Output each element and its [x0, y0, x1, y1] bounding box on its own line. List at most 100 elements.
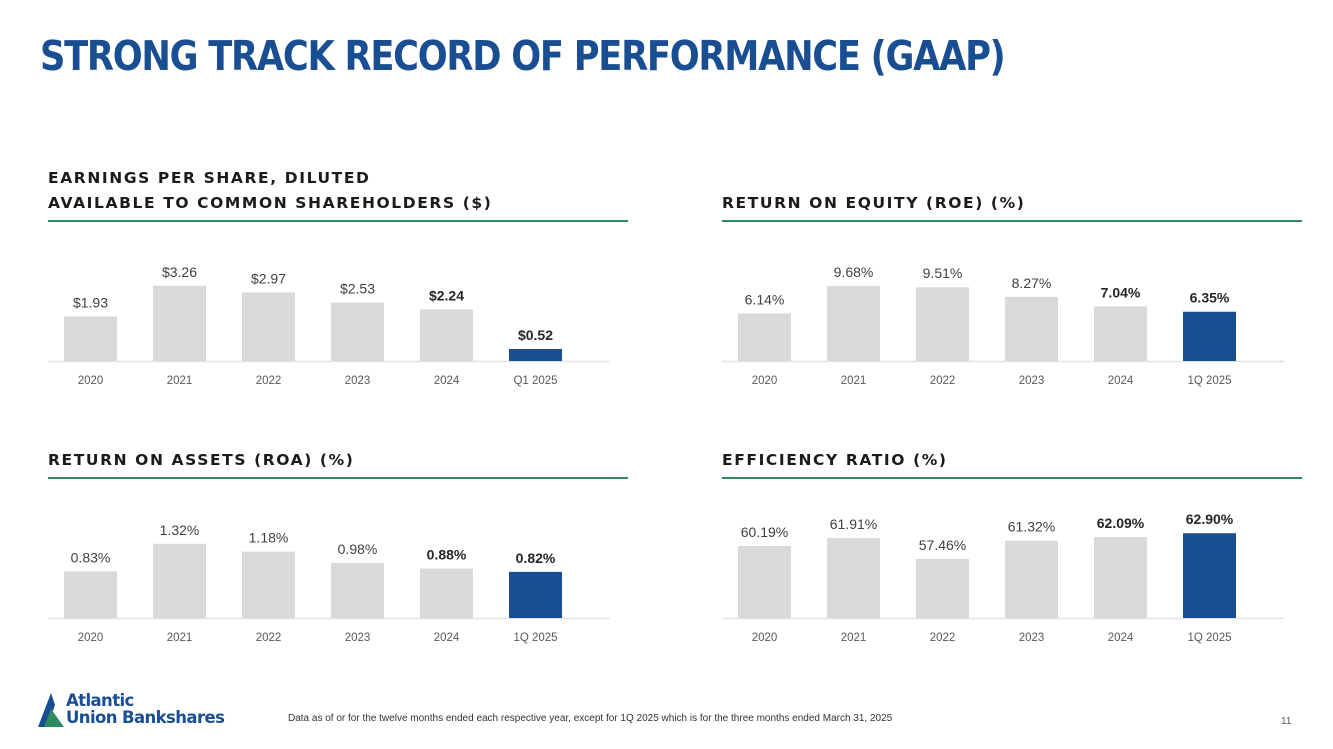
company-logo: Atlantic Union Bankshares — [38, 692, 268, 732]
roa-data-label: 1.32% — [160, 522, 200, 538]
eps-data-label: $2.53 — [340, 281, 375, 297]
roe-bar-2023 — [1005, 296, 1058, 361]
efficiency-panel: EFFICIENCY RATIO (%) 60.19% 2020 61.91% 202… — [722, 421, 1302, 651]
roe-data-label: 8.27% — [1012, 275, 1052, 291]
efficiency-category-label: 2021 — [841, 632, 867, 644]
eps-data-label: $3.26 — [162, 264, 197, 280]
roa-bar-2023 — [331, 562, 384, 618]
efficiency-category-label: 2020 — [752, 632, 778, 644]
efficiency-data-label: 61.32% — [1008, 519, 1055, 535]
eps-category-label: 2021 — [167, 375, 193, 387]
slide-title: STRONG TRACK RECORD OF PERFORMANCE (GAAP… — [40, 32, 1006, 80]
roe-category-label: 2023 — [1019, 375, 1045, 387]
eps-bar-2021 — [153, 285, 206, 361]
efficiency-data-label: 61.91% — [830, 516, 877, 532]
efficiency-bar-2024 — [1094, 537, 1147, 618]
eps-data-label: $0.52 — [518, 327, 553, 343]
roe-data-label: 7.04% — [1101, 284, 1141, 300]
eps-category-label: 2023 — [345, 375, 371, 387]
roa-data-label: 0.98% — [338, 541, 378, 557]
roe-category-label: 2024 — [1108, 375, 1134, 387]
eps-bar-2020 — [64, 316, 117, 361]
efficiency-category-label: 2022 — [930, 632, 956, 644]
eps-data-label: $2.24 — [429, 287, 464, 303]
eps-category-label: Q1 2025 — [513, 375, 557, 387]
efficiency-bar-2020 — [738, 546, 791, 618]
roa-bar-2020 — [64, 571, 117, 618]
efficiency-data-label: 60.19% — [741, 524, 788, 540]
roa-data-label: 0.83% — [71, 549, 111, 565]
roa-category-label: 2023 — [345, 632, 371, 644]
eps-chart-title: EARNINGS PER SHARE, DILUTED AVAILABLE TO… — [48, 166, 492, 216]
eps-bar-2023 — [331, 302, 384, 361]
roa-data-label: 0.82% — [516, 550, 556, 566]
roa-category-label: 2022 — [256, 632, 282, 644]
efficiency-data-label: 62.09% — [1097, 515, 1145, 531]
eps-title-line-2: AVAILABLE TO COMMON SHAREHOLDERS ($) — [48, 194, 493, 212]
roa-data-label: 0.88% — [427, 547, 467, 563]
roe-bar-2024 — [1094, 306, 1147, 361]
eps-bar-chart: $1.93 2020 $3.26 2021 $2.97 2022 $2.53 2023 $2.2… — [48, 264, 610, 387]
roe-category-label: 2022 — [930, 375, 956, 387]
efficiency-category-label: 2024 — [1108, 632, 1134, 644]
roe-panel: RETURN ON EQUITY (ROE) (%) 6.14% 2020 9.68… — [722, 164, 1302, 394]
roa-category-label: 2020 — [78, 632, 104, 644]
logo-line-2: Union Bankshares — [66, 708, 225, 727]
eps-data-label: $2.97 — [251, 270, 286, 286]
logo-mark-icon — [38, 693, 64, 727]
roa-category-label: 1Q 2025 — [513, 632, 557, 644]
roe-category-label: 1Q 2025 — [1187, 375, 1231, 387]
eps-category-label: 2020 — [78, 375, 104, 387]
roe-bar-2020 — [738, 313, 791, 361]
roe-bar-2021 — [827, 285, 880, 361]
eps-bar-q1-2025 — [509, 349, 562, 361]
roa-panel: RETURN ON ASSETS (ROA) (%) 0.83% 2020 1.32… — [48, 421, 628, 651]
efficiency-chart-title: EFFICIENCY RATIO (%) — [722, 448, 948, 473]
efficiency-title-rule — [722, 477, 1302, 479]
roa-category-label: 2024 — [434, 632, 460, 644]
roe-category-label: 2021 — [841, 375, 867, 387]
efficiency-bar-chart: 60.19% 2020 61.91% 2021 57.46% 2022 61.32% 2023… — [722, 511, 1284, 644]
eps-category-label: 2022 — [256, 375, 282, 387]
eps-category-label: 2024 — [434, 375, 460, 387]
roe-category-label: 2020 — [752, 375, 778, 387]
roe-bar-chart: 6.14% 2020 9.68% 2021 9.51% 2022 8.27% 2023 7.04… — [722, 264, 1284, 387]
roe-data-label: 9.68% — [834, 264, 874, 280]
efficiency-title-line-1: EFFICIENCY RATIO (%) — [722, 451, 948, 469]
eps-title-line-1: EARNINGS PER SHARE, DILUTED — [48, 169, 371, 187]
roa-title-rule — [48, 477, 628, 479]
eps-bar-2022 — [242, 292, 295, 361]
roe-chart-title: RETURN ON EQUITY (ROE) (%) — [722, 191, 1025, 216]
eps-bar-2024 — [420, 309, 473, 361]
roa-category-label: 2021 — [167, 632, 193, 644]
roe-data-label: 6.35% — [1190, 290, 1230, 306]
roe-data-label: 6.14% — [745, 291, 785, 307]
roe-bar-2022 — [916, 287, 969, 361]
roe-bar-1q-2025 — [1183, 311, 1236, 361]
roa-data-label: 1.18% — [249, 530, 289, 546]
eps-data-label: $1.93 — [73, 294, 108, 310]
efficiency-category-label: 1Q 2025 — [1187, 632, 1231, 644]
eps-panel: EARNINGS PER SHARE, DILUTED AVAILABLE TO… — [48, 164, 628, 394]
footnote: Data as of or for the twelve months ende… — [288, 713, 893, 724]
efficiency-data-label: 62.90% — [1186, 511, 1234, 527]
roa-bar-chart: 0.83% 2020 1.32% 2021 1.18% 2022 0.98% 2023 0.88… — [48, 522, 610, 644]
page-number: 11 — [1281, 716, 1292, 727]
roa-bar-2022 — [242, 551, 295, 618]
roa-bar-1q-2025 — [509, 571, 562, 618]
efficiency-bar-2023 — [1005, 540, 1058, 618]
eps-title-rule — [48, 220, 628, 222]
roa-title-line-1: RETURN ON ASSETS (ROA) (%) — [48, 451, 355, 469]
efficiency-bar-2021 — [827, 537, 880, 618]
efficiency-category-label: 2023 — [1019, 632, 1045, 644]
logo-line-1: Atlantic — [66, 691, 134, 710]
roe-title-rule — [722, 220, 1302, 222]
efficiency-bar-1q-2025 — [1183, 533, 1236, 618]
roe-data-label: 9.51% — [923, 265, 963, 281]
roa-bar-2024 — [420, 568, 473, 618]
efficiency-data-label: 57.46% — [919, 537, 966, 553]
roa-bar-2021 — [153, 543, 206, 618]
roa-chart-title: RETURN ON ASSETS (ROA) (%) — [48, 448, 354, 473]
roe-title-line-1: RETURN ON EQUITY (ROE) (%) — [722, 194, 1026, 212]
efficiency-bar-2022 — [916, 558, 969, 618]
